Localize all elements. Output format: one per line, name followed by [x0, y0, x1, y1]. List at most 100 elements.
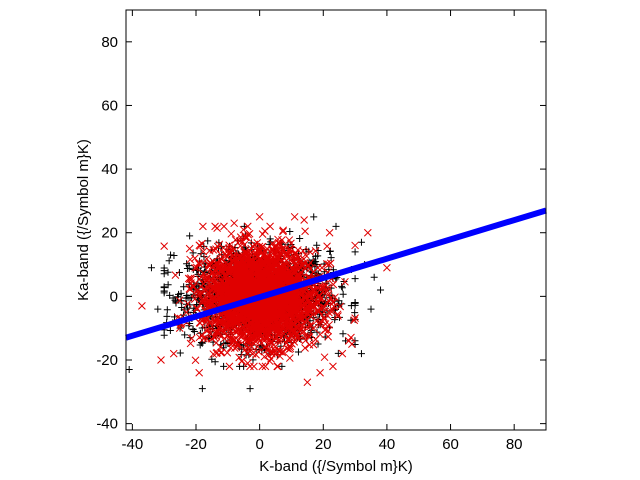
red-point	[314, 264, 322, 272]
red-point	[261, 248, 270, 256]
red-point	[287, 239, 295, 248]
red-point	[211, 318, 219, 327]
red-point	[273, 362, 282, 371]
red-point	[245, 319, 254, 328]
black-point	[351, 248, 359, 256]
red-point	[246, 258, 255, 267]
y-tick-label: 80	[101, 34, 118, 51]
red-point	[294, 335, 303, 344]
red-point	[231, 317, 240, 326]
red-point	[212, 328, 220, 336]
red-point	[239, 283, 248, 292]
black-point	[338, 284, 346, 292]
red-point	[216, 250, 225, 259]
red-point	[333, 310, 342, 319]
red-point	[227, 257, 236, 265]
red-point	[199, 222, 207, 231]
red-point	[314, 306, 323, 315]
black-point	[167, 251, 175, 259]
red-point	[199, 247, 208, 256]
red-point	[186, 274, 195, 282]
red-point	[285, 354, 294, 362]
black-point	[357, 238, 365, 246]
red-point	[261, 362, 270, 371]
red-point	[255, 212, 264, 221]
red-point	[221, 319, 230, 328]
red-point	[249, 321, 258, 330]
red-point	[236, 306, 245, 314]
black-point	[240, 362, 248, 370]
black-point	[185, 322, 193, 330]
red-point	[243, 222, 252, 231]
red-point	[193, 286, 202, 295]
red-point	[267, 354, 275, 363]
red-point	[225, 362, 234, 371]
black-point	[296, 235, 304, 243]
red-point	[291, 268, 300, 277]
red-point	[259, 284, 267, 292]
red-point	[231, 327, 239, 335]
red-point	[265, 357, 274, 366]
red-point	[265, 311, 274, 320]
black-point	[160, 264, 168, 272]
red-point	[253, 342, 262, 351]
black-point	[183, 260, 191, 268]
red-point	[258, 242, 267, 251]
red-point	[288, 302, 297, 311]
red-point	[351, 314, 359, 322]
red-point	[249, 286, 257, 295]
red-point	[279, 226, 288, 235]
black-point	[367, 305, 375, 313]
red-point	[284, 334, 293, 343]
black-point	[198, 385, 206, 393]
y-axis-label: Ka-band ({/Symbol m}K)	[75, 139, 92, 301]
red-point	[245, 344, 254, 353]
red-point	[246, 362, 254, 371]
red-point	[316, 285, 325, 294]
red-point	[196, 319, 204, 327]
red-point	[324, 332, 333, 341]
black-point	[160, 283, 168, 291]
red-point	[201, 272, 210, 280]
y-tick-label: -20	[96, 352, 118, 369]
x-tick-label: 60	[442, 436, 459, 453]
red-point	[261, 227, 269, 235]
red-point	[229, 257, 238, 266]
red-point	[315, 293, 323, 301]
red-point	[217, 267, 225, 276]
black-point	[170, 252, 178, 260]
black-point	[351, 275, 359, 283]
red-point	[306, 304, 315, 313]
black-point	[178, 303, 186, 311]
red-point	[325, 260, 333, 269]
black-point	[180, 283, 188, 291]
red-point	[205, 246, 214, 255]
red-point	[204, 326, 212, 334]
red-point	[216, 291, 225, 300]
red-point	[186, 339, 195, 348]
red-point	[283, 344, 292, 353]
red-point	[298, 260, 306, 268]
red-point	[259, 259, 268, 268]
red-point	[244, 276, 253, 285]
red-point	[242, 334, 251, 343]
red-point	[270, 310, 279, 319]
black-point	[320, 268, 328, 276]
red-point	[187, 334, 196, 343]
red-point	[272, 320, 281, 328]
red-point	[182, 308, 191, 317]
red-point	[190, 295, 199, 303]
x-tick-label: -40	[122, 436, 144, 453]
red-point	[316, 368, 324, 377]
red-point	[216, 262, 224, 271]
red-point	[195, 241, 204, 250]
red-point	[255, 328, 264, 337]
red-point	[138, 302, 146, 310]
red-point	[192, 263, 201, 272]
red-point	[252, 305, 261, 313]
red-point	[160, 242, 169, 250]
red-point	[210, 333, 219, 342]
black-point	[200, 242, 208, 250]
red-point	[275, 251, 283, 260]
black-point	[164, 281, 172, 289]
